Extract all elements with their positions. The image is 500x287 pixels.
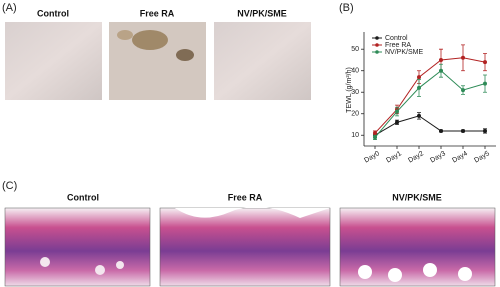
histology-image (159, 206, 331, 287)
data-point (395, 120, 399, 125)
y-tick-label: 10 (351, 132, 359, 139)
image-label: Free RA (140, 8, 175, 18)
data-point (461, 55, 465, 60)
histology-image (4, 207, 151, 287)
x-tick-label: Day1 (385, 150, 403, 164)
y-tick-label: 30 (351, 89, 359, 96)
panel-label: (C) (2, 180, 17, 192)
x-tick-label: Day5 (473, 150, 491, 164)
image-label: NV/PK/SME (237, 8, 287, 18)
y-tick-label: 20 (351, 111, 359, 118)
data-point (417, 75, 421, 80)
legend-swatch (375, 36, 379, 40)
data-point (373, 135, 377, 140)
skin-image (109, 22, 206, 100)
panel-label: (B) (339, 2, 354, 14)
data-point (395, 109, 399, 114)
histology-image (339, 207, 496, 287)
data-point (483, 128, 487, 133)
image-label: NV/PK/SME (392, 192, 442, 202)
data-point (439, 68, 443, 73)
data-point (417, 85, 421, 90)
y-tick-label: 50 (351, 46, 359, 53)
data-point (483, 81, 487, 86)
skin-image (214, 22, 311, 100)
y-axis-label: TEWL (g/m²/h) (346, 67, 353, 113)
data-point (483, 60, 487, 65)
legend-swatch (375, 50, 379, 54)
series-line (374, 57, 486, 134)
series-line (374, 70, 486, 138)
data-point (461, 128, 465, 133)
x-tick-label: Day4 (451, 150, 469, 164)
data-point (373, 131, 377, 136)
skin-image (5, 22, 102, 100)
series-line (374, 115, 485, 136)
panel-label: (A) (2, 2, 17, 14)
legend-label: Free RA (385, 42, 411, 49)
image-label: Free RA (228, 192, 263, 202)
data-point (439, 57, 443, 62)
chart: 10 20 30 40 50 Day0 Day1 Day2 Day3 Day4 Day5 Contro… (351, 32, 496, 165)
x-tick-label: Day0 (363, 150, 381, 164)
legend-label: Control (385, 35, 408, 42)
legend-label: NV/PK/SME (385, 49, 423, 56)
data-point (439, 128, 443, 133)
legend-swatch (375, 43, 379, 47)
image-label: Control (67, 192, 99, 202)
data-point (417, 113, 421, 118)
data-point (461, 88, 465, 93)
x-tick-label: Day3 (429, 150, 447, 164)
image-label: Control (37, 8, 69, 18)
x-tick-label: Day2 (407, 150, 425, 164)
y-tick-label: 40 (351, 68, 359, 75)
